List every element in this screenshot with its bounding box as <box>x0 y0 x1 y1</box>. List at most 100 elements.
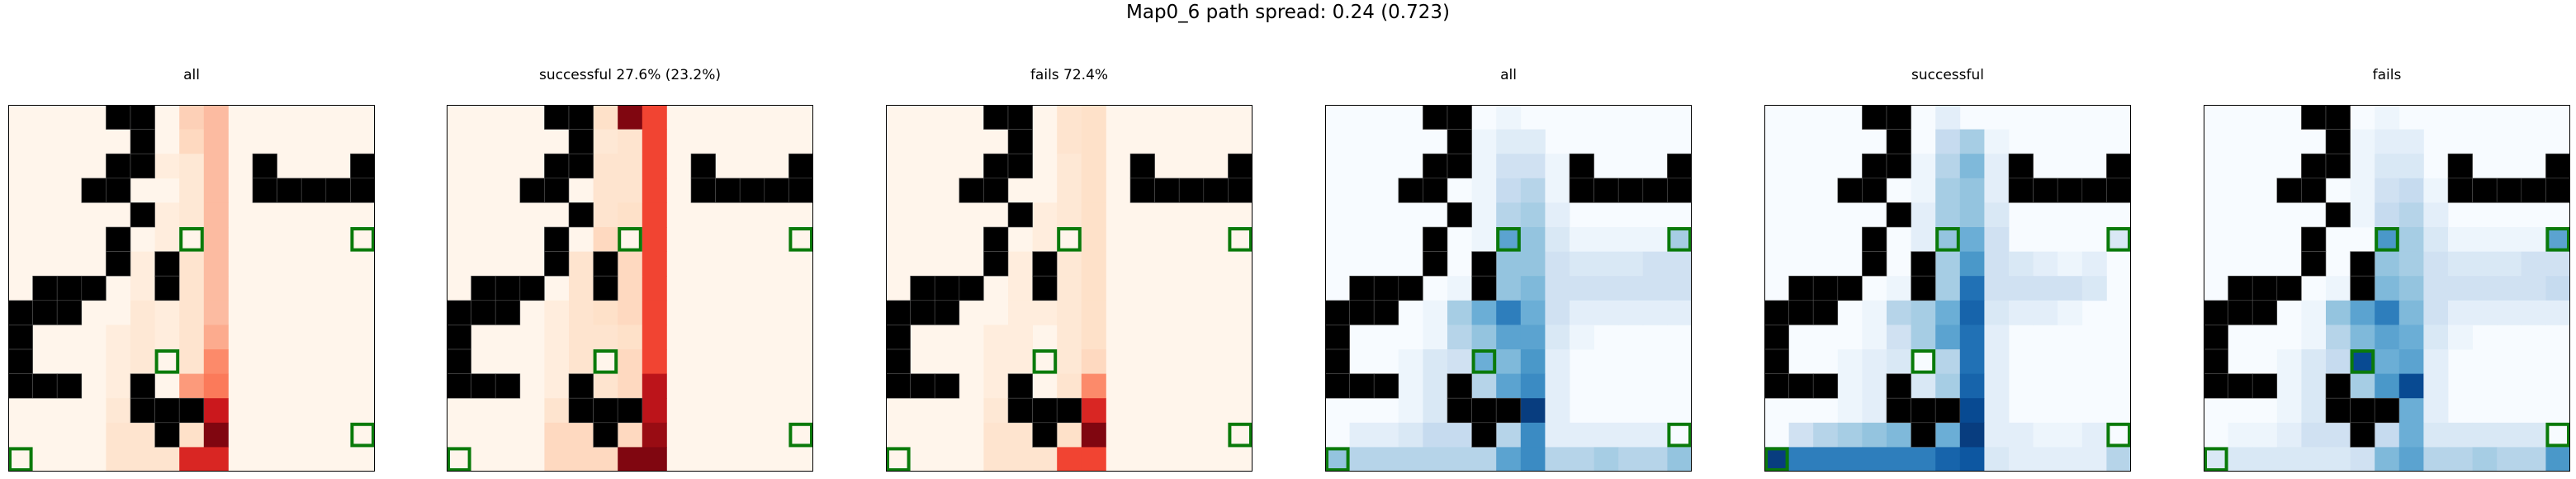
wall-cell <box>617 397 643 424</box>
heatmap-cell <box>1862 447 1887 472</box>
wall-cell <box>886 373 911 399</box>
heatmap-cell <box>2398 276 2424 301</box>
heatmap-cell <box>2276 349 2302 374</box>
heatmap-cell <box>1398 447 1423 472</box>
heatmap-cell <box>1423 398 1448 424</box>
goal-marker <box>1228 422 1252 448</box>
goal-marker <box>593 349 618 374</box>
wall-cell <box>1007 202 1033 228</box>
heatmap-cell <box>1423 373 1448 399</box>
heatmap-cell <box>1520 276 1546 301</box>
heatmap-cell <box>1496 349 1522 374</box>
heatmap-cell <box>2228 422 2253 448</box>
wall-cell <box>886 325 911 350</box>
heatmap-cell <box>983 325 1009 350</box>
wall-cell <box>2325 105 2351 130</box>
heatmap-cell <box>618 349 643 374</box>
heatmap-successful-blues <box>1764 105 2131 472</box>
heatmap-cell <box>203 447 229 472</box>
heatmap-cell <box>1570 300 1594 325</box>
heatmap-cell <box>1496 227 1522 252</box>
heatmap-cell <box>618 251 643 277</box>
heatmap-cell <box>2423 276 2449 301</box>
wall-cell <box>2472 178 2498 203</box>
heatmap-cell <box>2375 251 2400 277</box>
heatmap-cell <box>1959 154 1985 179</box>
heatmap-cell <box>1837 398 1863 424</box>
wall-cell <box>959 178 984 203</box>
heatmap-cell <box>618 300 643 325</box>
heatmap-cell <box>642 178 667 203</box>
heatmap-cell <box>1471 129 1497 154</box>
heatmap-cell <box>1447 447 1472 472</box>
wall-cell <box>2350 275 2375 301</box>
wall-cell <box>1764 325 1789 350</box>
heatmap-cell <box>1984 227 2010 252</box>
heatmap-cell <box>1057 154 1082 179</box>
heatmap-cell <box>1423 349 1448 374</box>
wall-cell <box>2301 178 2327 203</box>
heatmap-cell <box>2448 447 2473 472</box>
heatmap-cell <box>203 227 229 252</box>
heatmap-cell <box>1935 349 1961 374</box>
heatmap-cell <box>1862 300 1887 325</box>
heatmap-cell <box>1959 202 1985 228</box>
wall-cell <box>1203 178 1229 203</box>
heatmap-cell <box>642 325 667 350</box>
heatmap-cell <box>179 349 205 374</box>
wall-cell <box>2252 275 2278 301</box>
heatmap-cell <box>2301 398 2327 424</box>
heatmap-cell <box>1959 349 1985 374</box>
heatmap-cell <box>2057 422 2083 448</box>
heatmap-cell <box>1862 349 1887 374</box>
wall-cell <box>568 105 594 130</box>
goal-marker <box>179 227 204 252</box>
heatmap-cell <box>1959 325 1985 350</box>
heatmap-cell <box>1057 129 1082 154</box>
heatmap-cell <box>1667 227 1692 252</box>
heatmap-cell <box>1496 422 1522 448</box>
heatmap-cell <box>1520 251 1546 277</box>
heatmap-cell <box>642 398 667 424</box>
heatmap-fails-reds <box>886 105 1252 472</box>
heatmap-cell <box>2423 178 2449 203</box>
heatmap-cell <box>106 447 131 472</box>
heatmap-cell <box>569 325 594 350</box>
heatmap-cell <box>618 373 643 399</box>
heatmap-cell <box>2276 373 2302 399</box>
heatmap-cell <box>2497 276 2522 301</box>
wall-cell <box>8 300 33 325</box>
heatmap-cell <box>1764 447 1789 472</box>
wall-cell <box>2325 129 2351 154</box>
wall-cell <box>2545 178 2570 203</box>
heatmap-cell <box>642 349 667 374</box>
heatmap-cell <box>1447 300 1472 325</box>
goal-marker <box>618 227 642 252</box>
wall-cell <box>154 275 180 301</box>
wall-cell <box>2204 373 2228 399</box>
heatmap-cell <box>1911 202 1936 228</box>
wall-cell <box>1423 178 1448 203</box>
wall-cell <box>1642 178 1668 203</box>
heatmap-cell <box>1593 422 1619 448</box>
heatmap-cell <box>130 447 155 472</box>
heatmap-cell <box>179 154 205 179</box>
heatmap-cell <box>1496 325 1522 350</box>
wall-cell <box>1886 397 1911 424</box>
wall-cell <box>2228 275 2253 301</box>
heatmap-cell <box>2009 422 2034 448</box>
heatmap-cell <box>2350 202 2375 228</box>
wall-cell <box>1447 397 1472 424</box>
heatmap-cell <box>2106 447 2131 472</box>
heatmap-cell <box>1545 422 1570 448</box>
wall-cell <box>934 275 960 301</box>
heatmap-cell <box>593 105 618 130</box>
heatmap-cell <box>2423 325 2449 350</box>
heatmap-cell <box>983 373 1009 399</box>
wall-cell <box>1862 153 1887 179</box>
wall-cell <box>788 178 813 203</box>
heatmap-cell <box>154 227 180 252</box>
heatmap-cell <box>1959 447 1985 472</box>
heatmap-cell <box>2375 325 2400 350</box>
heatmap-cell <box>2448 227 2473 252</box>
